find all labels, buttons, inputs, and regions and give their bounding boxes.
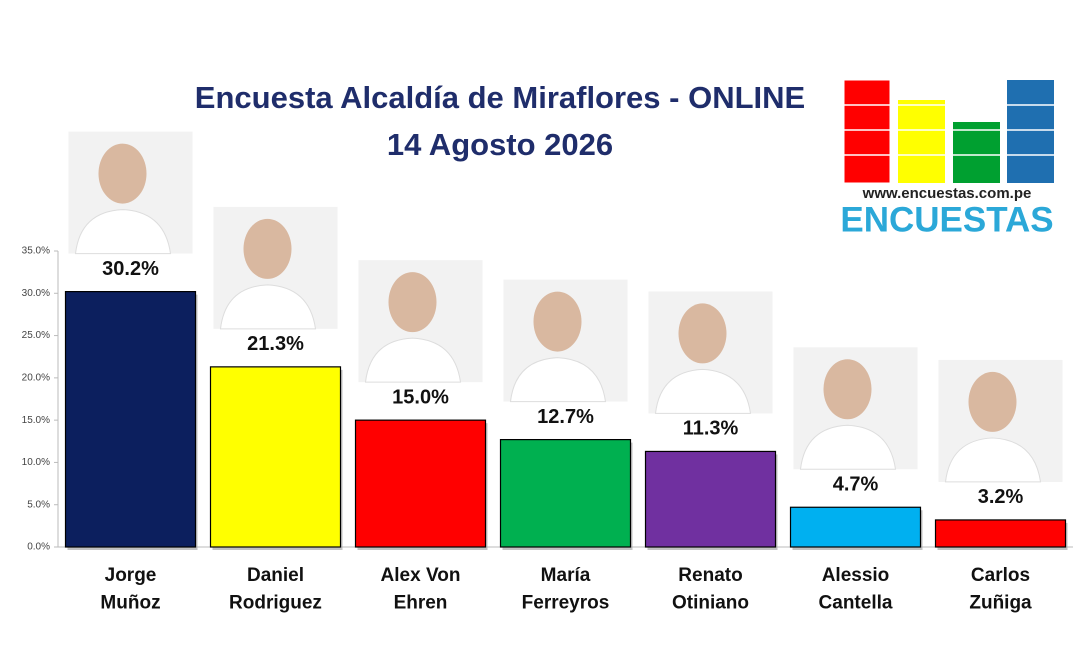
photo-body [219, 284, 317, 330]
x-tick-label: Jorge Muñoz [100, 565, 160, 614]
photo-head [388, 272, 437, 333]
candidate-photo [793, 347, 918, 470]
photo-body [74, 209, 172, 255]
candidate-photo [503, 279, 628, 403]
photo-body [799, 424, 897, 470]
photo-head [678, 303, 727, 364]
bar [499, 438, 632, 548]
candidate-photo [358, 260, 483, 383]
photo-body [944, 437, 1042, 483]
logo: www.encuestas.com.pe ENCUESTAS [840, 79, 1054, 239]
logo-bar [953, 122, 1000, 183]
value-label: 30.2% [102, 258, 159, 280]
logo-name: ENCUESTAS [840, 200, 1053, 239]
logo-bar [898, 100, 945, 183]
bar [354, 419, 487, 548]
bar [789, 506, 922, 548]
y-tick-label: 10.0% [22, 457, 50, 468]
logo-url: www.encuestas.com.pe [862, 185, 1032, 202]
photo-head [533, 291, 582, 352]
x-tick-label: Carlos Zuñiga [969, 565, 1032, 614]
y-tick-label: 35.0% [22, 246, 50, 257]
chart-subtitle: 14 Agosto 2026 [387, 127, 613, 162]
value-label: 11.3% [683, 418, 739, 440]
value-label: 15.0% [392, 386, 449, 408]
candidate-photo [648, 291, 773, 414]
bar [644, 450, 777, 548]
photo-head [823, 359, 872, 420]
value-label: 4.7% [833, 474, 879, 496]
photo-body [654, 368, 752, 414]
bar [64, 290, 197, 548]
y-tick-label: 25.0% [22, 330, 50, 341]
x-tick-label: María Ferreyros [522, 565, 610, 614]
value-label: 21.3% [247, 333, 304, 355]
bar [934, 519, 1067, 548]
photo-body [364, 337, 462, 383]
y-tick-label: 30.0% [22, 288, 50, 299]
chart-title: Encuesta Alcaldía de Miraflores - ONLINE [195, 80, 805, 115]
value-label: 3.2% [978, 486, 1024, 508]
candidate-photo [938, 359, 1063, 483]
x-tick-label: Alessio Cantella [819, 565, 893, 614]
bar [209, 366, 342, 548]
logo-bar [843, 79, 891, 184]
y-tick-label: 20.0% [22, 372, 50, 383]
x-tick-label: Alex Von Ehren [381, 565, 461, 614]
candidate-photo [68, 131, 193, 255]
photo-head [968, 371, 1017, 432]
value-label: 12.7% [537, 406, 594, 428]
x-tick-label: Renato Otiniano [672, 565, 749, 614]
logo-lines [844, 104, 1054, 156]
y-tick-label: 15.0% [22, 415, 50, 426]
photo-body [509, 357, 607, 403]
candidate-photo [213, 206, 338, 330]
photo-head [98, 143, 147, 204]
photo-head [243, 218, 292, 279]
y-tick-label: 0.0% [27, 542, 50, 553]
x-tick-label: Daniel Rodriguez [229, 565, 322, 614]
logo-bar [1007, 80, 1054, 183]
y-tick-label: 5.0% [27, 499, 50, 510]
